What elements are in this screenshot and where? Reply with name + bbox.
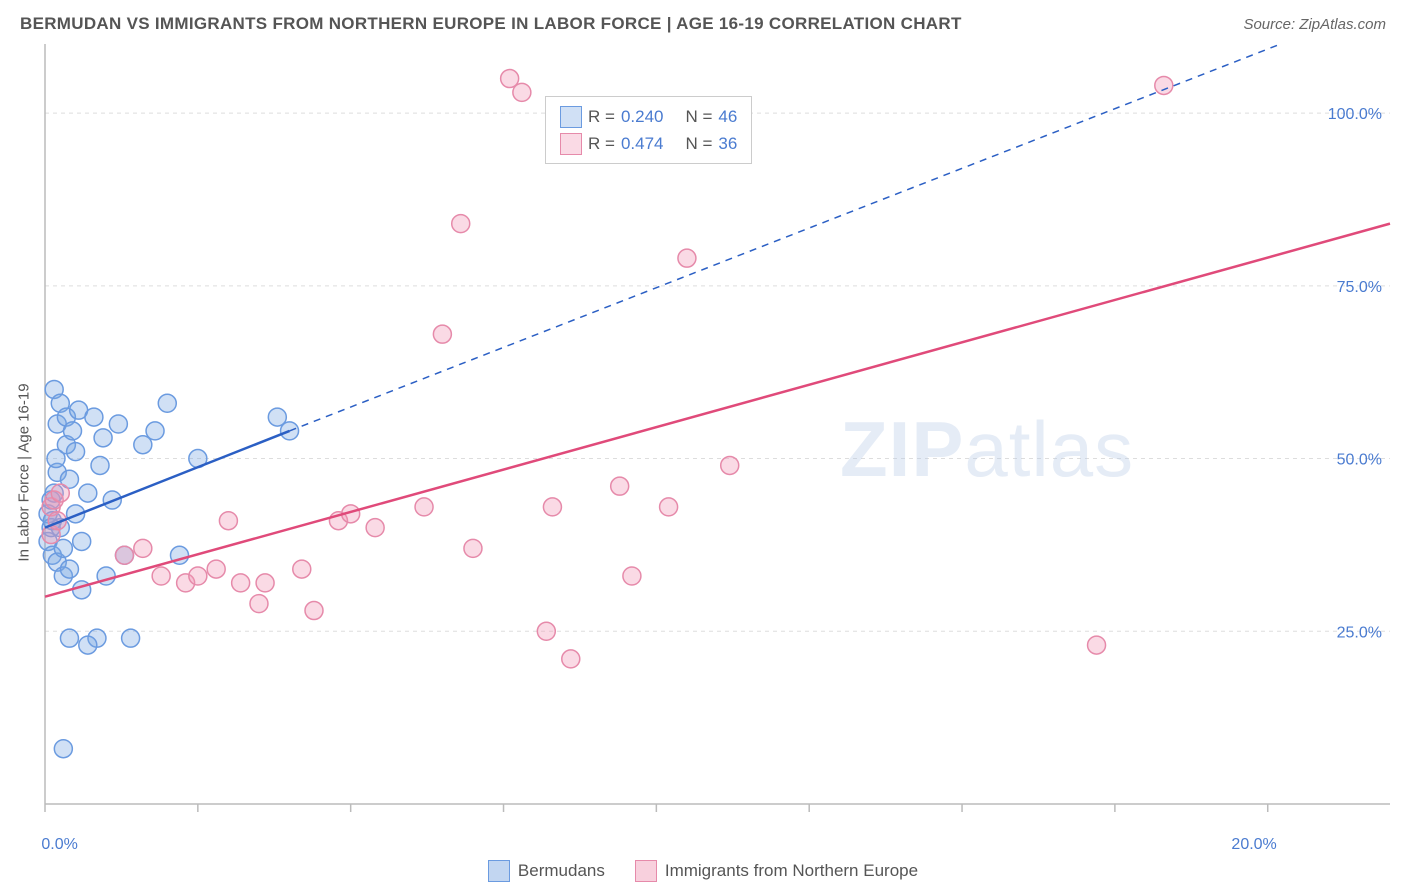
source-attribution: Source: ZipAtlas.com: [1243, 16, 1386, 33]
correlation-legend-row: R =0.474 N =36: [560, 130, 737, 157]
x-tick-label: 20.0%: [1231, 836, 1276, 854]
svg-text:50.0%: 50.0%: [1337, 452, 1382, 469]
r-label: R =: [588, 130, 615, 157]
r-value: 0.240: [621, 103, 664, 130]
legend-label: Immigrants from Northern Europe: [665, 861, 918, 881]
y-axis-label: In Labor Force | Age 16-19: [16, 383, 33, 561]
legend-label: Bermudans: [518, 861, 605, 881]
legend-swatch: [488, 860, 510, 882]
n-value: 46: [718, 103, 737, 130]
legend-item: Immigrants from Northern Europe: [635, 860, 918, 882]
svg-text:75.0%: 75.0%: [1337, 279, 1382, 296]
r-value: 0.474: [621, 130, 664, 157]
n-label: N =: [685, 130, 712, 157]
title-bar: BERMUDAN VS IMMIGRANTS FROM NORTHERN EUR…: [0, 0, 1406, 44]
n-value: 36: [718, 130, 737, 157]
legend-swatch: [560, 106, 582, 128]
legend-swatch: [635, 860, 657, 882]
svg-text:25.0%: 25.0%: [1337, 624, 1382, 641]
r-label: R =: [588, 103, 615, 130]
series-legend: Bermudans Immigrants from Northern Europe: [0, 860, 1406, 882]
chart-container: In Labor Force | Age 16-19 25.0% 50.0% 75.…: [0, 44, 1406, 884]
correlation-legend-row: R =0.240 N =46: [560, 103, 737, 130]
x-tick-labels: 0.0% 20.0%: [0, 836, 1406, 856]
svg-text:100.0%: 100.0%: [1328, 106, 1382, 123]
x-tick-label: 0.0%: [41, 836, 77, 854]
n-label: N =: [685, 103, 712, 130]
correlation-legend: R =0.240 N =46 R =0.474 N =36: [545, 96, 752, 164]
legend-swatch: [560, 133, 582, 155]
legend-item: Bermudans: [488, 860, 605, 882]
chart-title: BERMUDAN VS IMMIGRANTS FROM NORTHERN EUR…: [20, 14, 962, 34]
